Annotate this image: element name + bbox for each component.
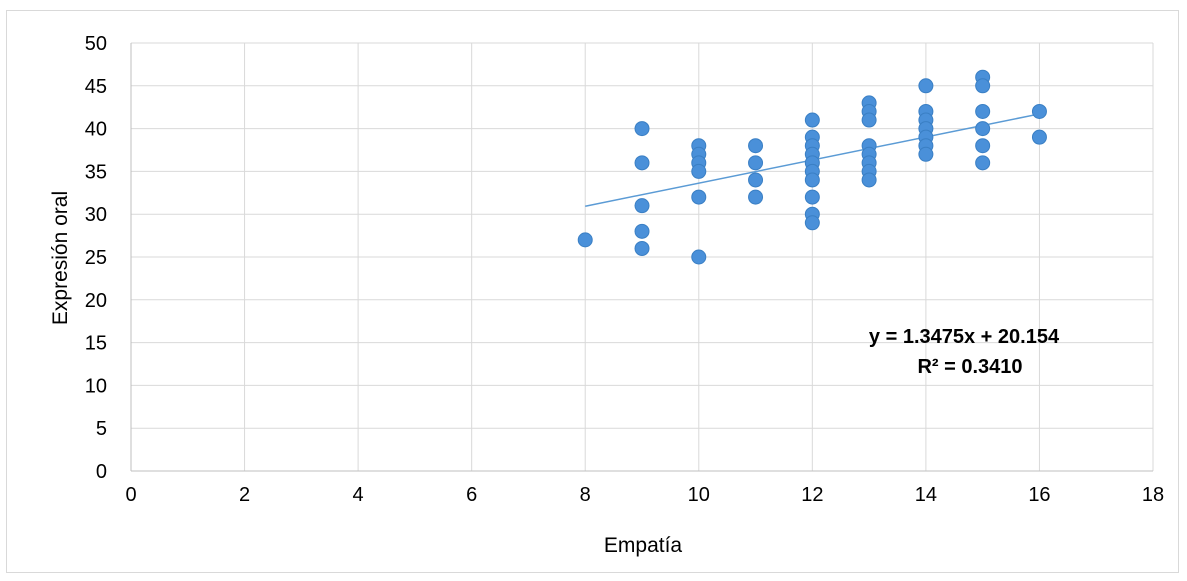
y-tick-label: 30 bbox=[85, 204, 107, 226]
y-tick-label: 25 bbox=[85, 247, 107, 269]
data-point bbox=[691, 189, 707, 205]
data-point bbox=[804, 172, 820, 188]
data-point bbox=[975, 138, 991, 154]
data-points bbox=[577, 69, 1047, 265]
data-point bbox=[691, 163, 707, 179]
regression-equation: y = 1.3475x + 20.154 bbox=[869, 326, 1060, 348]
x-tick-label: 16 bbox=[1028, 484, 1050, 506]
data-point bbox=[861, 172, 877, 188]
x-tick-label: 4 bbox=[353, 484, 364, 506]
y-axis-title: Expresión oral bbox=[49, 191, 72, 325]
data-point bbox=[748, 172, 764, 188]
data-point bbox=[1031, 103, 1047, 119]
r-squared: R² = 0.3410 bbox=[917, 356, 1022, 378]
data-point bbox=[975, 78, 991, 94]
data-point bbox=[975, 103, 991, 119]
y-tick-label: 40 bbox=[85, 119, 107, 141]
y-tick-label: 0 bbox=[96, 461, 107, 483]
data-point bbox=[634, 198, 650, 214]
x-tick-label: 18 bbox=[1142, 484, 1164, 506]
x-tick-label: 2 bbox=[239, 484, 250, 506]
x-tick-label: 14 bbox=[915, 484, 937, 506]
data-point bbox=[748, 138, 764, 154]
data-point bbox=[634, 155, 650, 171]
grid bbox=[131, 42, 1154, 471]
y-tick-label: 20 bbox=[85, 290, 107, 312]
y-tick-labels: 0 5 10 15 20 25 30 35 40 45 50 bbox=[85, 33, 107, 483]
y-tick-label: 45 bbox=[85, 76, 107, 98]
data-point bbox=[1031, 129, 1047, 145]
data-point bbox=[634, 223, 650, 239]
x-tick-labels: 0 2 4 6 8 10 12 14 16 18 bbox=[125, 484, 1164, 506]
data-point bbox=[975, 121, 991, 137]
x-tick-label: 0 bbox=[125, 484, 136, 506]
data-point bbox=[748, 189, 764, 205]
data-point bbox=[804, 215, 820, 231]
y-tick-label: 50 bbox=[85, 33, 107, 55]
x-tick-label: 6 bbox=[466, 484, 477, 506]
data-point bbox=[634, 240, 650, 256]
y-tick-label: 15 bbox=[85, 333, 107, 355]
data-point bbox=[804, 112, 820, 128]
axes bbox=[130, 43, 1153, 472]
data-point bbox=[861, 112, 877, 128]
x-tick-label: 8 bbox=[580, 484, 591, 506]
data-point bbox=[804, 189, 820, 205]
chart-frame bbox=[6, 10, 1179, 573]
data-point bbox=[577, 232, 593, 248]
y-tick-label: 10 bbox=[85, 375, 107, 397]
y-tick-label: 35 bbox=[85, 161, 107, 183]
x-tick-label: 12 bbox=[801, 484, 823, 506]
x-tick-label: 10 bbox=[688, 484, 710, 506]
y-tick-label: 5 bbox=[96, 418, 107, 440]
data-point bbox=[918, 146, 934, 162]
data-point bbox=[975, 155, 991, 171]
x-axis-title: Empatía bbox=[604, 534, 683, 557]
data-point bbox=[691, 249, 707, 265]
data-point bbox=[634, 121, 650, 137]
data-point bbox=[748, 155, 764, 171]
data-point bbox=[918, 78, 934, 94]
